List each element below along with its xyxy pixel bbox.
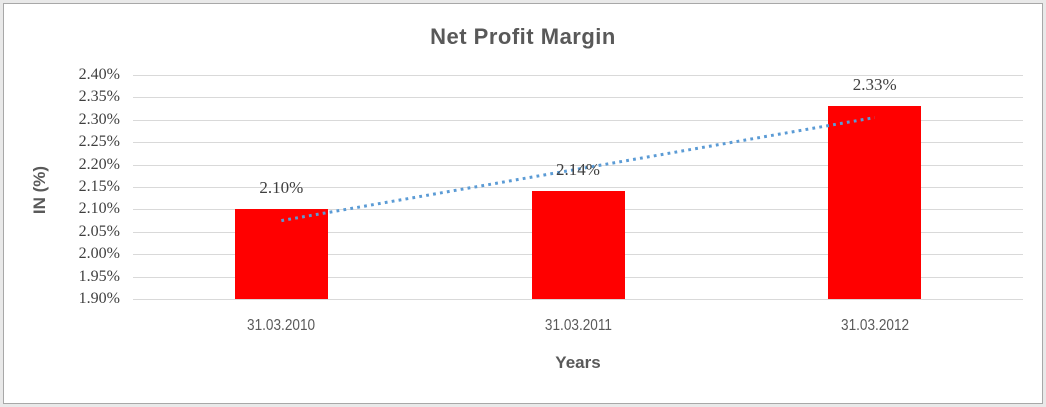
y-axis-title: IN (%) [30,165,49,215]
y-axis-tick-label: 2.00% [78,245,120,263]
bar-31.03.2011 [531,191,625,299]
x-axis-category-text: 31.03.2011 [544,317,612,334]
y-axis-tick-label: 2.25% [78,133,120,151]
x-axis-category-text: 31.03.2012 [840,317,909,334]
y-axis-tick-label: 2.30% [78,110,120,128]
bar-31.03.2012 [828,106,922,299]
bar-data-label: 2.10% [259,178,304,198]
x-axis-title: Years [555,353,601,372]
x-axis-category-label: 31.03.2011 [508,316,648,336]
x-axis-category-text: 31.03.2010 [247,317,316,334]
gridline [133,97,1023,99]
y-axis-tick-label: 2.05% [78,222,120,240]
y-axis-tick-label: 2.35% [78,88,120,106]
gridline [133,75,1023,76]
chart-title: Net Profit Margin [430,24,616,49]
bar-data-label: 2.14% [556,160,600,180]
y-axis-tick-label: 1.95% [78,267,120,285]
bar-data-label: 2.33% [852,75,897,95]
y-axis-tick-label: 1.90% [78,290,120,307]
y-axis-tick-label: 2.20% [78,155,120,173]
y-axis-tick-label: 2.40% [78,66,120,83]
gridline [133,299,1023,300]
y-axis-tick-label: 2.15% [78,178,120,195]
bar-31.03.2010 [234,209,328,299]
x-axis-category-label: 31.03.2012 [805,316,945,336]
y-axis-tick-label: 2.10% [78,200,120,218]
x-axis-category-label: 31.03.2010 [211,316,351,336]
